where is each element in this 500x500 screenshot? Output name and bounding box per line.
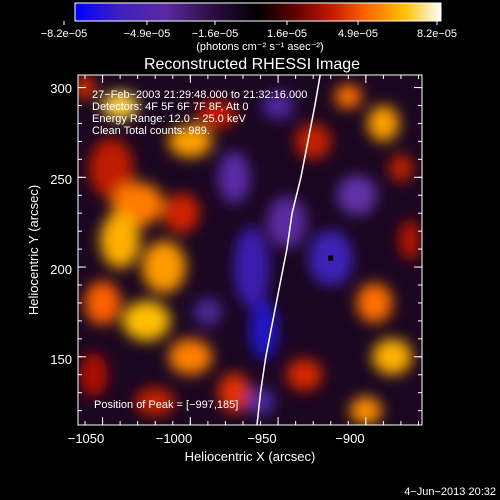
heatmap-blob: [399, 220, 420, 261]
footer-timestamp: 4−Jun−2013 20:32: [404, 486, 496, 498]
x-tick-label: −1050: [68, 431, 105, 446]
heatmap-blob: [388, 154, 413, 183]
heatmap-blob: [84, 280, 121, 325]
heatmap-blob: [122, 300, 171, 341]
y-axis-label: Heliocentric Y (arcsec): [26, 185, 41, 315]
colorbar-tick-label: −4.9e−05: [124, 28, 171, 40]
heatmap-blob: [337, 175, 378, 216]
heatmap-blob: [246, 387, 275, 416]
heatmap-blob: [193, 297, 222, 326]
colorbar: [74, 2, 442, 22]
heatmap-blobs: [78, 75, 420, 425]
colorbar-tick-labels: −8.2e−05 −4.9e−05 −1.6e−05 1.6e−05 4.9e−…: [41, 28, 457, 40]
heatmap-blob: [168, 125, 213, 158]
heatmap-blob: [78, 75, 96, 100]
plot-frame: [77, 74, 423, 426]
colorbar-tick-label: −8.2e−05: [41, 28, 88, 40]
heatmap-blob: [356, 282, 393, 323]
colorbar-ticks: [63, 21, 438, 25]
heatmap-blob: [89, 138, 134, 199]
heatmap-blob: [100, 212, 141, 269]
heatmap-blob: [135, 387, 176, 416]
axis-ticks: [78, 75, 422, 425]
annotation-energy-range: Energy Range: 12.0 − 25.0 keV: [92, 113, 246, 125]
heatmap-blob: [102, 91, 139, 120]
colorbar-tick-label: 8.2e−05: [417, 28, 457, 40]
colorbar-tick-label: 1.6e−05: [267, 28, 307, 40]
heatmap-blob: [262, 91, 295, 120]
heatmap-blob: [286, 358, 323, 391]
colorbar-units-label: (photons cm⁻² s⁻¹ asec⁻²): [196, 41, 323, 53]
heatmap-blob: [163, 193, 200, 234]
annotation-detectors: Detectors: 4F 5F 6F 7F 8F, Att 0: [92, 101, 249, 113]
heatmap-blob: [250, 299, 279, 360]
solar-limb-curve: [256, 75, 321, 425]
peak-marker: [328, 255, 334, 261]
y-tick-label: 300: [50, 81, 72, 96]
heatmap-blob: [367, 105, 400, 142]
y-tick-label: 200: [50, 262, 72, 277]
x-tick-label: −900: [335, 431, 364, 446]
heatmap-blob: [79, 352, 108, 397]
colorbar-tick-label: 4.9e−05: [338, 28, 378, 40]
annotation-total-counts: Clean Total counts: 989.: [92, 125, 210, 137]
x-tick-label: −950: [247, 431, 276, 446]
x-tick-label: −1000: [156, 431, 193, 446]
heatmap-blob: [218, 372, 251, 413]
annotation-time-range: 27−Feb−2003 21:29:48.000 to 21:32:16.000: [92, 89, 307, 101]
y-tick-label: 250: [50, 172, 72, 187]
heatmap-blob: [218, 151, 251, 204]
chart-title: Reconstructed RHESSI Image: [144, 56, 360, 73]
heatmap-image: [78, 75, 422, 425]
peak-position-text: Position of Peak = [−997,185]: [94, 399, 238, 411]
heatmap-blob: [349, 396, 382, 425]
heatmap-blob: [266, 196, 307, 249]
heatmap-blob: [334, 84, 363, 109]
y-tick-labels: 150 200 250 300: [50, 81, 72, 367]
x-tick-labels: −1050 −1000 −950 −900: [68, 431, 365, 446]
heatmap-blob: [295, 123, 332, 160]
x-axis-label: Heliocentric X (arcsec): [185, 449, 316, 464]
heatmap-blob: [196, 100, 237, 129]
heatmap-blob: [168, 338, 213, 375]
y-tick-label: 150: [50, 352, 72, 367]
heatmap-blob: [372, 338, 413, 375]
heatmap-blob: [142, 241, 186, 294]
heatmap-blob: [233, 227, 270, 308]
colorbar-tick-label: −1.6e−05: [192, 28, 239, 40]
